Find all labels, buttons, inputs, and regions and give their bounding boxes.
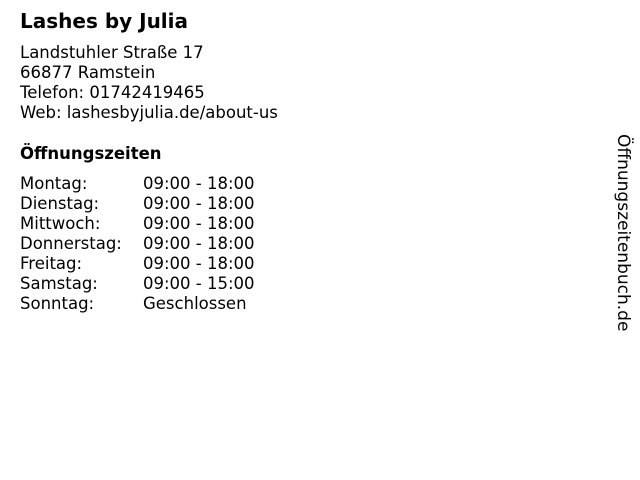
watermark-text: Öffnungszeitenbuch.de	[613, 134, 633, 332]
day: Sonntag:	[20, 294, 95, 313]
time: 09:00 - 18:00	[143, 254, 255, 273]
hours-row: Samstag: 09:00 - 15:00	[20, 274, 255, 294]
day: Dienstag:	[20, 194, 100, 213]
day: Donnerstag:	[20, 234, 122, 253]
hours-row: Sonntag: Geschlossen	[20, 294, 255, 314]
hours-row: Donnerstag: 09:00 - 18:00	[20, 234, 255, 254]
business-name: Lashes by Julia	[20, 9, 189, 33]
hours-table: Montag: 09:00 - 18:00 Dienstag: 09:00 - 18…	[20, 174, 255, 314]
day: Mittwoch:	[20, 214, 101, 233]
hours-row: Dienstag: 09:00 - 18:00	[20, 194, 255, 214]
hours-row: Mittwoch: 09:00 - 18:00	[20, 214, 255, 234]
time: 09:00 - 18:00	[143, 174, 255, 193]
street: Landstuhler Straße 17	[20, 43, 204, 62]
hours-title: Öffnungszeiten	[20, 144, 162, 163]
time: Geschlossen	[143, 294, 247, 313]
phone: Telefon: 01742419465	[20, 83, 205, 102]
day: Montag:	[20, 174, 88, 193]
hours-row: Freitag: 09:00 - 18:00	[20, 254, 255, 274]
address-block: Landstuhler Straße 17 66877 Ramstein Tel…	[20, 43, 278, 123]
city: 66877 Ramstein	[20, 63, 156, 82]
hours-row: Montag: 09:00 - 18:00	[20, 174, 255, 194]
time: 09:00 - 15:00	[143, 274, 255, 293]
time: 09:00 - 18:00	[143, 214, 255, 233]
day: Samstag:	[20, 274, 98, 293]
website: Web: lashesbyjulia.de/about-us	[20, 103, 278, 122]
day: Freitag:	[20, 254, 83, 273]
time: 09:00 - 18:00	[143, 194, 255, 213]
time: 09:00 - 18:00	[143, 234, 255, 253]
